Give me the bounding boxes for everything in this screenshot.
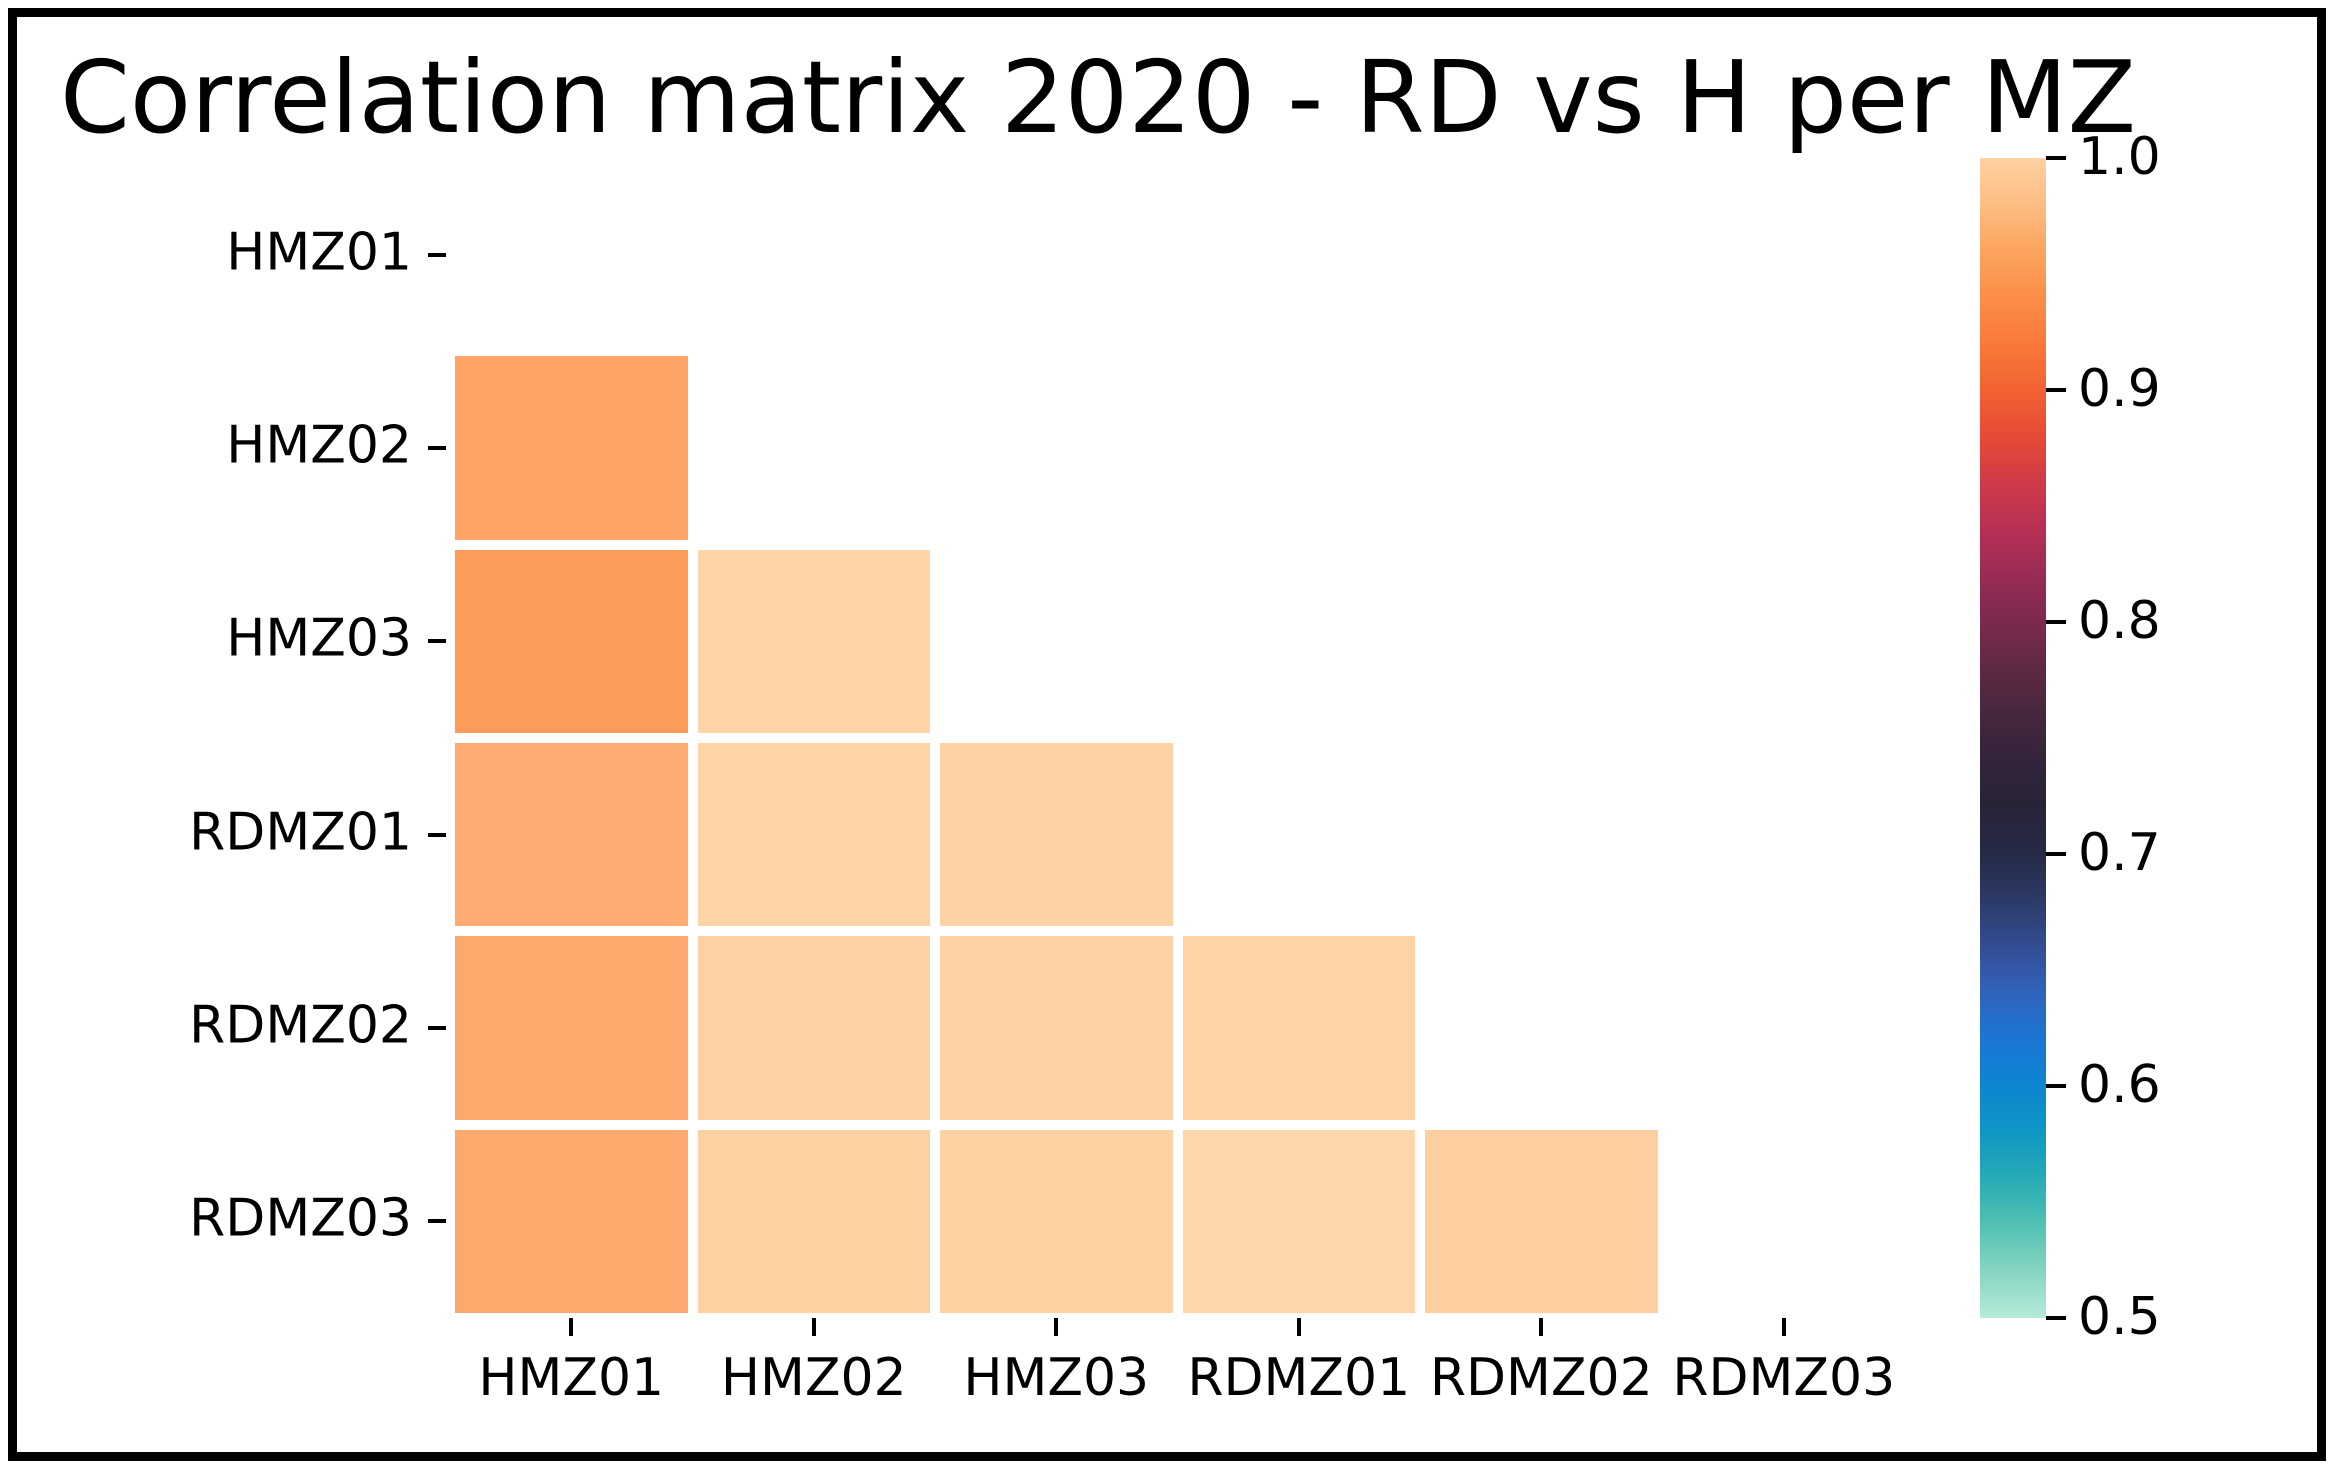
- colorbar-tick-label: 0.7: [2078, 822, 2161, 883]
- heatmap-cell: [455, 1129, 688, 1313]
- colorbar-tick-label: 0.5: [2078, 1286, 2161, 1347]
- colorbar-tick-label: 1.0: [2078, 126, 2161, 187]
- y-axis-tick-label: HMZ03: [226, 608, 412, 669]
- heatmap-cell: [940, 742, 1173, 927]
- y-axis-tick-mark: [428, 1219, 446, 1224]
- x-axis-tick-label: HMZ02: [720, 1347, 907, 1408]
- y-axis-tick-label: HMZ01: [226, 222, 412, 283]
- colorbar-tick-label: 0.8: [2078, 590, 2161, 651]
- y-axis-tick-label: HMZ02: [226, 415, 412, 476]
- colorbar-tick-mark: [2046, 1315, 2066, 1320]
- colorbar-tick-mark: [2046, 619, 2066, 624]
- x-axis-tick-mark: [1296, 1317, 1301, 1336]
- x-axis-tick-label: RDMZ03: [1672, 1347, 1896, 1408]
- heatmap-cell: [940, 936, 1173, 1120]
- heatmap-cell: [697, 549, 930, 733]
- heatmap-cell: [455, 936, 688, 1120]
- x-axis-tick-label: HMZ01: [478, 1347, 665, 1408]
- heatmap-cell: [1425, 1129, 1658, 1313]
- colorbar-tick-mark: [2046, 387, 2066, 392]
- x-axis-tick-mark: [811, 1317, 816, 1336]
- colorbar-tick-mark: [2046, 851, 2066, 856]
- y-axis-tick-label: RDMZ01: [189, 802, 412, 863]
- y-axis-tick-mark: [428, 1025, 446, 1030]
- heatmap-cell: [1182, 1129, 1415, 1313]
- colorbar-tick-mark: [2046, 1083, 2066, 1088]
- x-axis-tick-mark: [569, 1317, 574, 1336]
- heatmap-cell: [697, 936, 930, 1120]
- y-axis-tick-mark: [428, 832, 446, 837]
- heatmap-cell: [940, 1129, 1173, 1313]
- heatmap-cell: [455, 742, 688, 927]
- heatmap-cell: [697, 742, 930, 927]
- colorbar: [1980, 158, 2046, 1318]
- y-axis-tick-mark: [428, 445, 446, 450]
- x-axis-tick-label: RDMZ02: [1429, 1347, 1653, 1408]
- heatmap-cell: [455, 356, 688, 540]
- x-axis-tick-label: HMZ03: [963, 1347, 1150, 1408]
- heatmap-cell: [697, 1129, 930, 1313]
- colorbar-tick-mark: [2046, 156, 2066, 160]
- chart-title: Correlation matrix 2020 - RD vs H per MZ: [60, 39, 2137, 156]
- x-axis-tick-mark: [1781, 1317, 1786, 1336]
- y-axis-tick-mark: [428, 252, 446, 257]
- y-axis-tick-label: RDMZ02: [189, 995, 412, 1056]
- y-axis-tick-mark: [428, 639, 446, 644]
- colorbar-gradient: [1980, 158, 2046, 1318]
- colorbar-tick-label: 0.6: [2078, 1054, 2161, 1115]
- y-axis-tick-label: RDMZ03: [189, 1188, 412, 1249]
- x-axis-tick-mark: [1539, 1317, 1544, 1336]
- colorbar-tick-label: 0.9: [2078, 358, 2161, 419]
- x-axis-tick-label: RDMZ01: [1187, 1347, 1411, 1408]
- x-axis-tick-mark: [1054, 1317, 1059, 1336]
- heatmap-cell: [455, 549, 688, 733]
- heatmap-cell: [1182, 936, 1415, 1120]
